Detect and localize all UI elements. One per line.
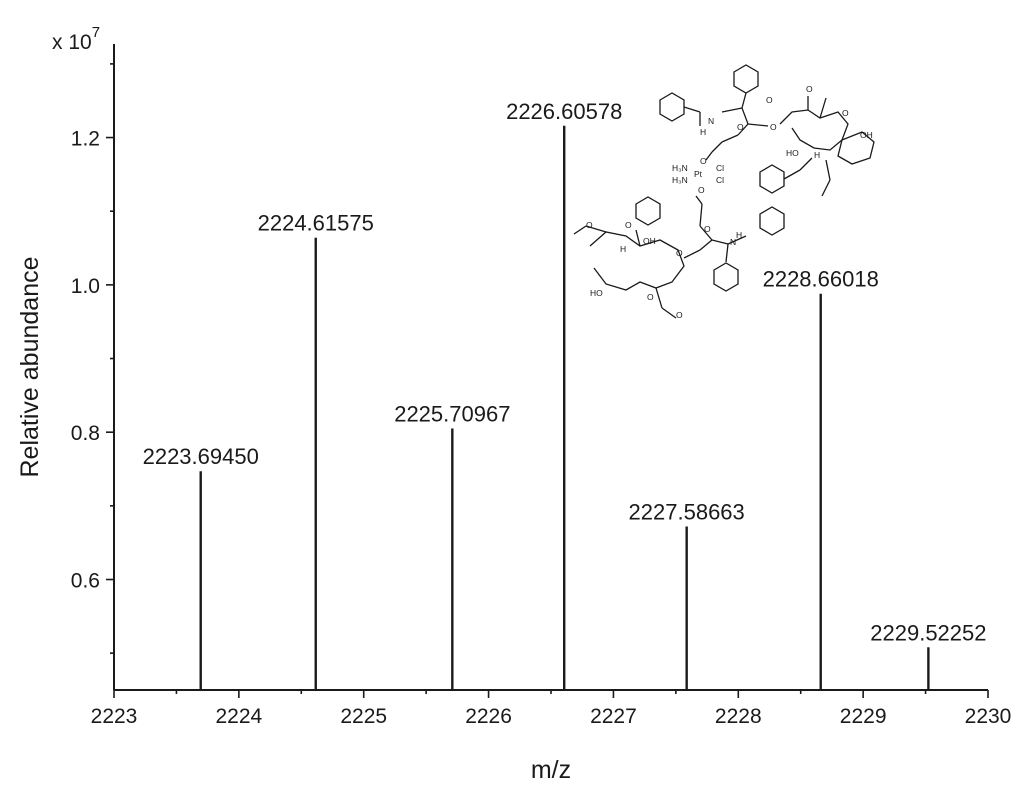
y-tick-label: 0.8 — [71, 422, 100, 445]
molecule-atom-label: O — [766, 95, 773, 105]
molecule-atom-label: O — [676, 310, 683, 320]
x-axis-ticks: 2223 2224 2225 2226 2227 2228 2229 2230 — [91, 690, 1012, 728]
peak-label: 2226.60578 — [506, 99, 622, 124]
molecule-atom-label: H — [814, 150, 820, 160]
molecule-atom-label: O — [647, 292, 654, 302]
y-tick-label: 1.0 — [71, 275, 100, 298]
spectrum-peaks — [199, 125, 930, 690]
x-tick-label: 2223 — [91, 705, 138, 728]
peak-label: 2227.58663 — [629, 499, 745, 524]
x-tick-label: 2229 — [840, 705, 887, 728]
molecule-structure-image: H N O O O O O OH HO H H₃N H₃N Pt Cl Cl O… — [573, 64, 875, 320]
molecule-atom-label: O — [770, 122, 777, 132]
peak-label: 2228.66018 — [763, 267, 879, 292]
molecule-atom-label: H₃N — [672, 175, 688, 185]
y-axis-title: Relative abundance — [16, 257, 44, 478]
molecule-atom-label: H — [620, 244, 626, 254]
molecule-atom-label: O — [625, 220, 632, 230]
molecule-atom-label: H₃N — [672, 163, 688, 173]
y-multiplier-exponent: 7 — [92, 24, 100, 41]
molecule-atom-label: O — [704, 224, 711, 234]
x-tick-label: 2230 — [965, 705, 1012, 728]
molecule-atom-label: HO — [590, 288, 603, 298]
x-tick-label: 2228 — [715, 705, 762, 728]
molecule-atom-label: H — [736, 230, 742, 240]
molecule-atom-label: O — [842, 108, 849, 118]
x-tick-label: 2227 — [590, 705, 637, 728]
peak-labels: 2223.69450 2224.61575 2225.70967 2226.60578… — [143, 99, 987, 646]
x-tick-label: 2226 — [465, 705, 512, 728]
molecule-atom-label: Cl — [716, 163, 724, 173]
molecule-atom-label: Pt — [694, 169, 703, 179]
peak-label: 2224.61575 — [258, 211, 374, 236]
y-tick-label: 1.2 — [71, 128, 100, 151]
molecule-atom-label: H — [700, 127, 706, 137]
peak-label: 2229.52252 — [870, 620, 986, 645]
axes — [113, 44, 988, 691]
molecule-atom-label: O — [700, 156, 707, 166]
x-tick-label: 2225 — [340, 705, 387, 728]
molecule-atom-label: Cl — [716, 175, 724, 185]
y-multiplier-label: x 107 — [52, 24, 100, 54]
x-tick-label: 2224 — [215, 705, 262, 728]
molecule-atom-label: O — [586, 220, 593, 230]
peak-label: 2223.69450 — [143, 444, 259, 469]
peak-label: 2225.70967 — [394, 402, 510, 427]
molecule-atom-label: O — [698, 185, 705, 195]
molecule-atom-label: OH — [860, 130, 873, 140]
molecule-atom-label: N — [730, 237, 736, 247]
molecule-atom-label: O — [676, 248, 683, 258]
y-axis-ticks: 0.6 0.8 1.0 1.2 — [71, 63, 114, 654]
x-axis-title: m/z — [531, 756, 571, 784]
molecule-atom-label: HO — [786, 148, 799, 158]
molecule-atom-label: N — [708, 116, 714, 126]
molecule-atom-label: O — [806, 84, 813, 94]
molecule-atom-label: OH — [643, 236, 656, 246]
y-tick-label: 0.6 — [71, 570, 100, 593]
molecule-atom-label: O — [737, 122, 744, 132]
